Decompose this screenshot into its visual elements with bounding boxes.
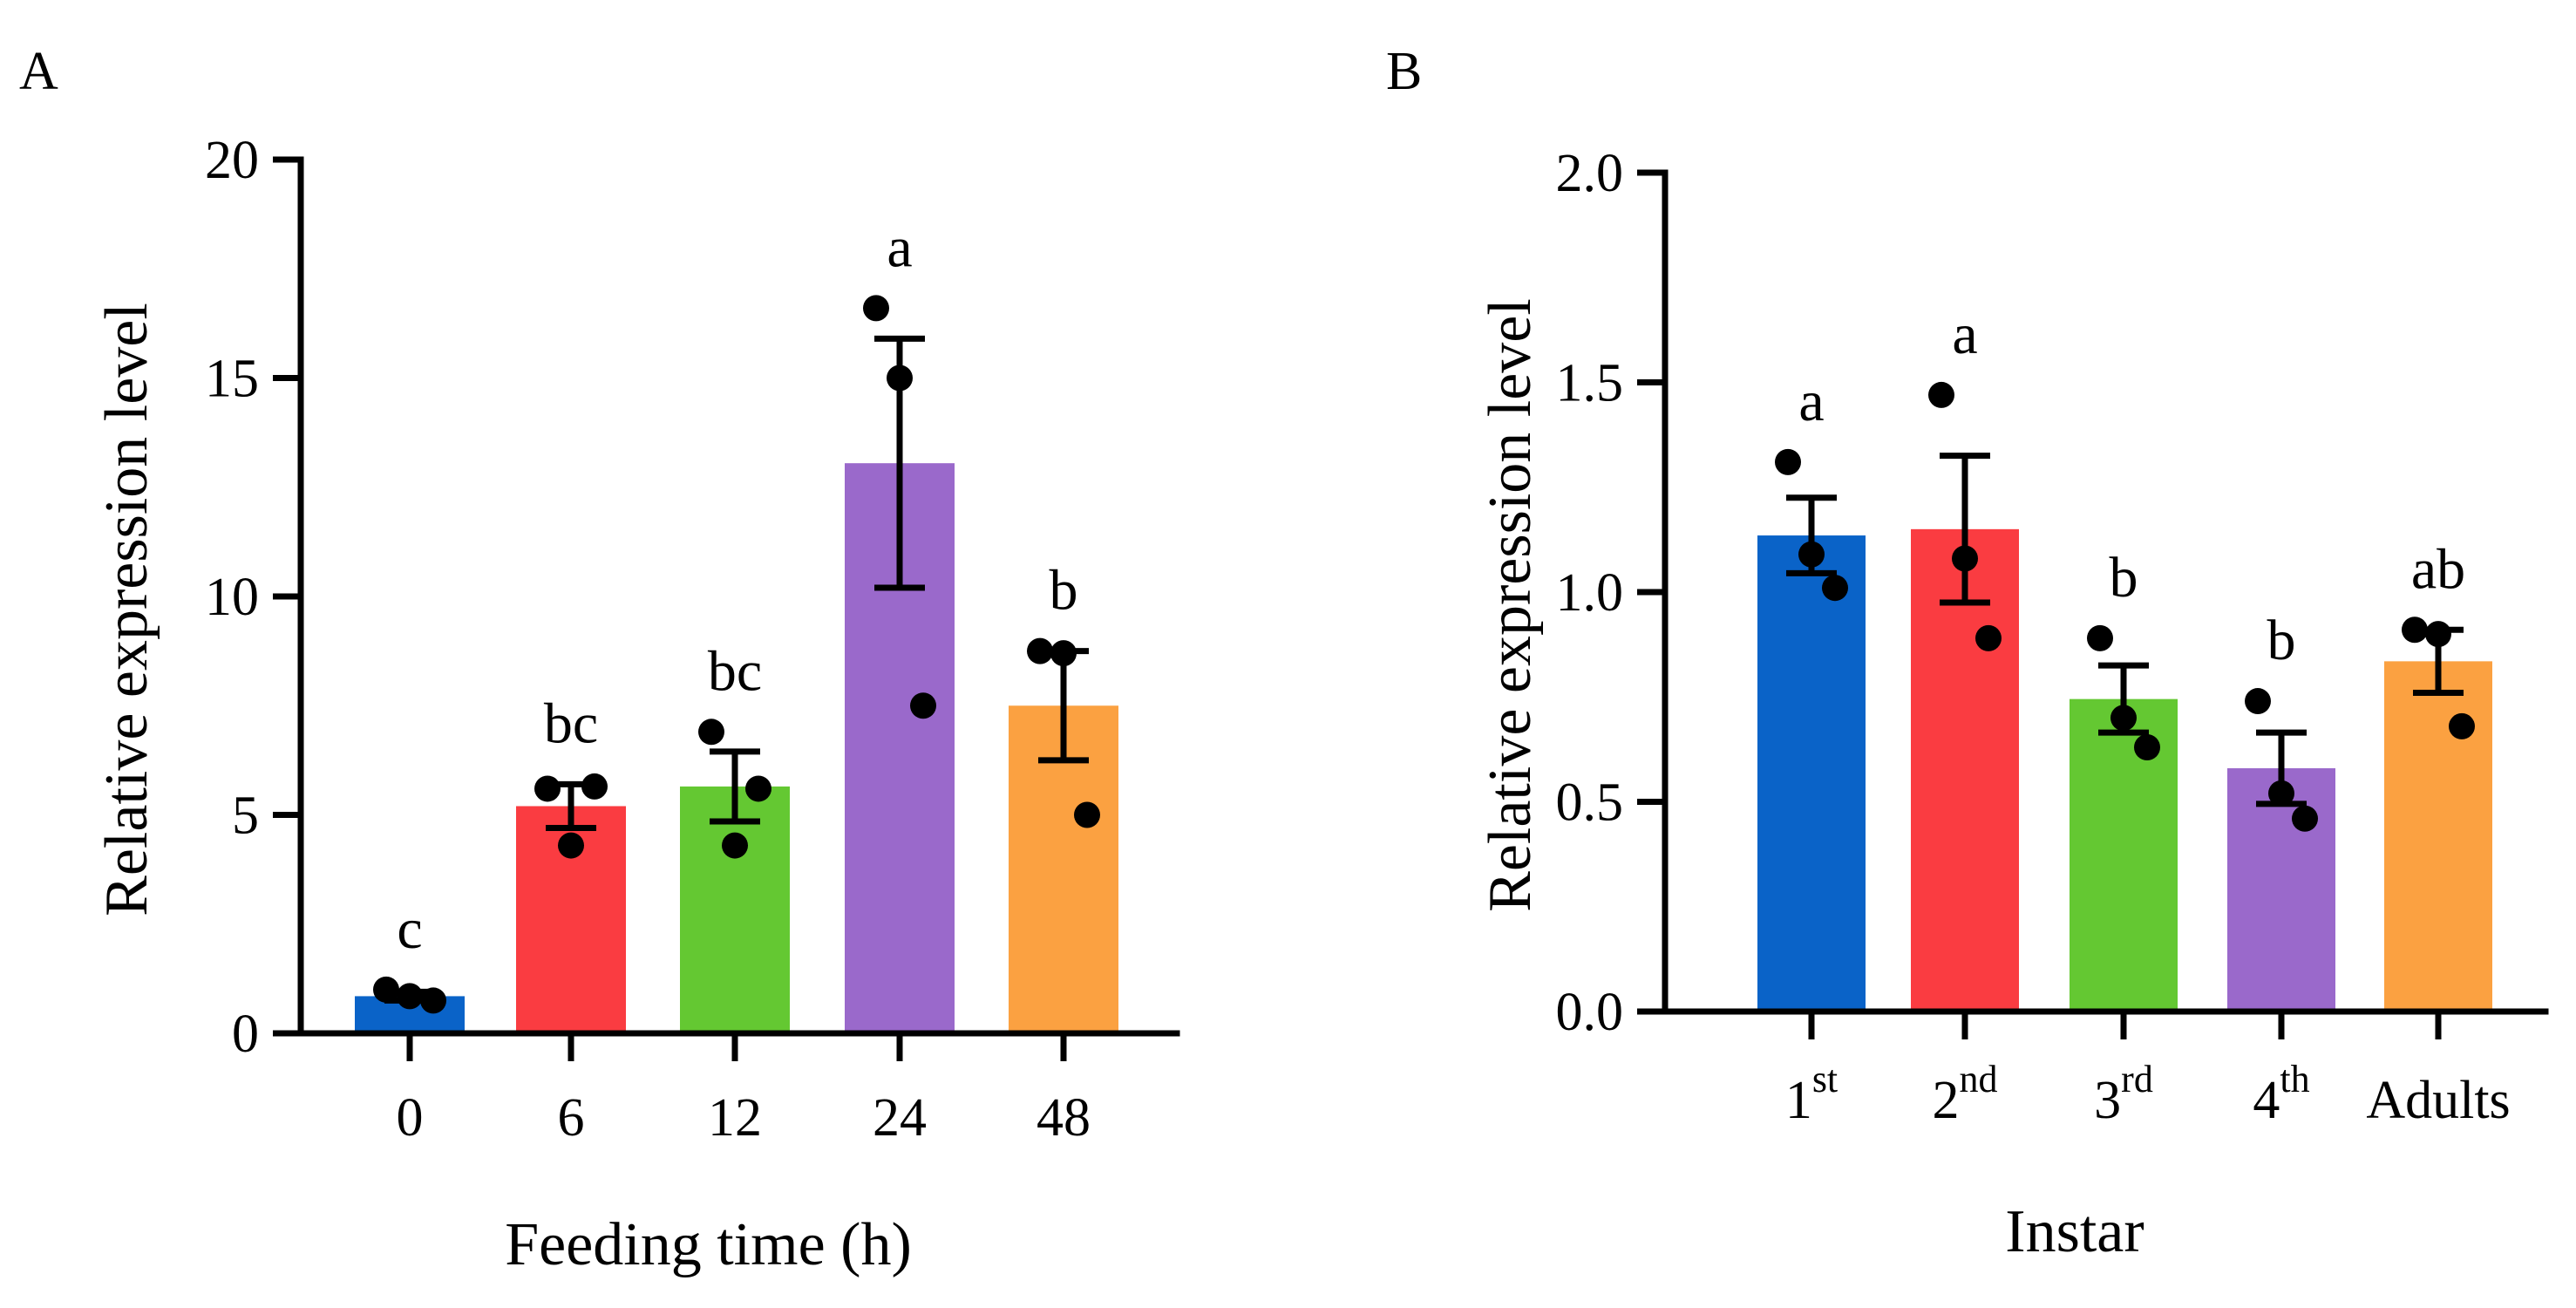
data-point <box>2425 621 2451 648</box>
x-axis-title: Instar <box>2005 1198 2144 1265</box>
significance-label: bc <box>708 639 762 703</box>
bar-adults <box>2384 661 2492 1012</box>
x-tick-label: 48 <box>1037 1088 1091 1148</box>
x-tick-label: 2nd <box>1933 1058 1998 1130</box>
y-tick-label: 1.5 <box>1556 354 1624 413</box>
bar-12 <box>680 786 790 1033</box>
significance-label: a <box>887 215 912 279</box>
data-point <box>1050 640 1077 667</box>
data-point <box>887 364 913 392</box>
data-point <box>745 775 771 802</box>
data-point <box>1074 801 1100 828</box>
data-point <box>1822 575 1848 602</box>
significance-label: b <box>2267 609 2296 672</box>
x-tick-label: Adults <box>2366 1071 2510 1130</box>
bar-4 <box>2227 768 2335 1012</box>
data-point <box>863 295 889 322</box>
x-tick-label: 0 <box>397 1088 424 1148</box>
y-tick-label: 0.5 <box>1556 773 1624 833</box>
data-point <box>698 719 724 746</box>
panel-label-b: B <box>1386 42 1422 101</box>
data-point <box>1928 381 1954 408</box>
chart-panel-a: c bc bc a b 0 5 10 15 20 0 6 12 24 48 Feeding time (h) R… <box>93 131 1180 1278</box>
data-point <box>1975 624 2002 651</box>
data-point <box>2245 688 2271 715</box>
y-tick-label: 5 <box>232 787 259 846</box>
x-axis-title: Feeding time (h) <box>505 1211 912 1278</box>
data-point <box>1798 541 1825 568</box>
data-point <box>2292 805 2318 832</box>
y-tick-label: 15 <box>205 350 259 409</box>
significance-label: b <box>2110 546 2138 610</box>
y-axis-title: Relative expression level <box>93 303 160 916</box>
data-point <box>722 832 748 859</box>
data-point <box>581 773 608 800</box>
data-point <box>1952 545 1978 572</box>
y-tick-label: 20 <box>205 131 259 190</box>
significance-label: b <box>1050 559 1078 623</box>
y-axis-title: Relative expression level <box>1477 298 1544 912</box>
bar-2 <box>1911 528 2019 1012</box>
x-tick-label: 1st <box>1785 1058 1838 1130</box>
x-tick-label: 3rd <box>2094 1058 2153 1130</box>
data-point <box>2110 705 2137 732</box>
data-point <box>910 692 936 719</box>
error-bar <box>1940 453 1990 606</box>
data-point <box>534 775 561 802</box>
significance-label: bc <box>544 691 598 755</box>
data-point <box>558 832 584 859</box>
x-tick-label: 12 <box>708 1088 762 1148</box>
x-tick-label: 6 <box>558 1088 585 1148</box>
y-tick-label: 2.0 <box>1556 144 1624 203</box>
y-tick-label: 0 <box>232 1005 259 1064</box>
significance-label: a <box>1798 370 1824 433</box>
data-point <box>1775 448 1801 475</box>
data-point <box>1027 637 1053 664</box>
bar-1 <box>1757 535 1866 1012</box>
data-point <box>373 976 399 1003</box>
y-tick-label: 10 <box>205 568 259 627</box>
error-bar <box>710 748 760 825</box>
y-tick-label: 1.0 <box>1556 563 1624 623</box>
data-point <box>2134 733 2160 760</box>
data-point <box>2402 617 2428 644</box>
data-point <box>397 983 423 1010</box>
significance-label: c <box>397 897 422 961</box>
panel-label-a: A <box>19 42 58 101</box>
x-tick-label: 4th <box>2253 1058 2309 1130</box>
data-point <box>2449 712 2475 739</box>
data-point <box>2268 780 2294 807</box>
bar-3 <box>2070 698 2178 1012</box>
significance-label: ab <box>2411 537 2465 601</box>
data-point <box>2087 624 2113 651</box>
data-point <box>420 987 446 1014</box>
y-tick-label: 0.0 <box>1556 983 1624 1042</box>
x-tick-label: 24 <box>873 1088 927 1148</box>
significance-label: a <box>1952 303 1977 366</box>
